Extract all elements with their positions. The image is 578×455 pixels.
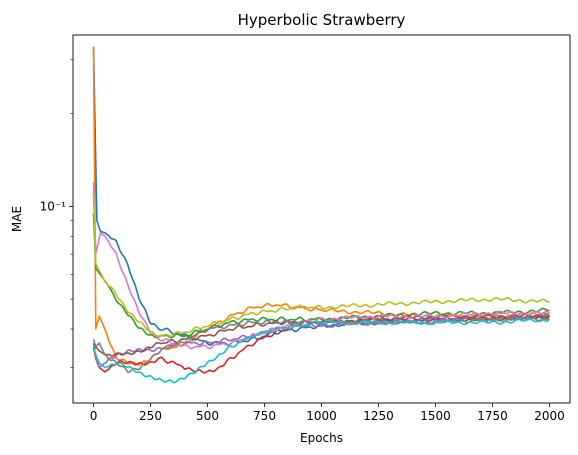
series-line-9 <box>92 193 550 338</box>
series-line-3 <box>92 213 550 339</box>
series-line-8 <box>92 316 550 373</box>
x-tick-label: 1000 <box>306 409 337 423</box>
plot-area: 0 250 500 750 1000 1250 1500 1750 2000 10⁻¹ <box>40 34 571 423</box>
y-axis: 10⁻¹ <box>40 59 73 368</box>
x-tick-label: 0 <box>90 409 98 423</box>
series-line-10 <box>92 317 551 384</box>
x-tick-label: 500 <box>196 409 219 423</box>
x-axis: 0 250 500 750 1000 1250 1500 1750 2000 <box>90 403 565 423</box>
x-axis-label: Epochs <box>300 431 343 445</box>
x-tick-label: 1500 <box>420 409 451 423</box>
series-layer <box>92 46 551 384</box>
y-axis-label: MAE <box>10 206 24 232</box>
x-tick-label: 750 <box>253 409 276 423</box>
series-line-7 <box>92 181 551 350</box>
plot-background <box>73 35 570 403</box>
plot-frame <box>72 34 571 404</box>
x-tick-label: 1750 <box>477 409 508 423</box>
y-tick-label: 10⁻¹ <box>40 199 67 213</box>
chart-title: Hyperbolic Strawberry <box>238 11 406 29</box>
x-tick-label: 1250 <box>363 409 394 423</box>
series-line-2 <box>92 46 550 366</box>
x-tick-label: 250 <box>139 409 162 423</box>
x-tick-label: 2000 <box>534 409 565 423</box>
